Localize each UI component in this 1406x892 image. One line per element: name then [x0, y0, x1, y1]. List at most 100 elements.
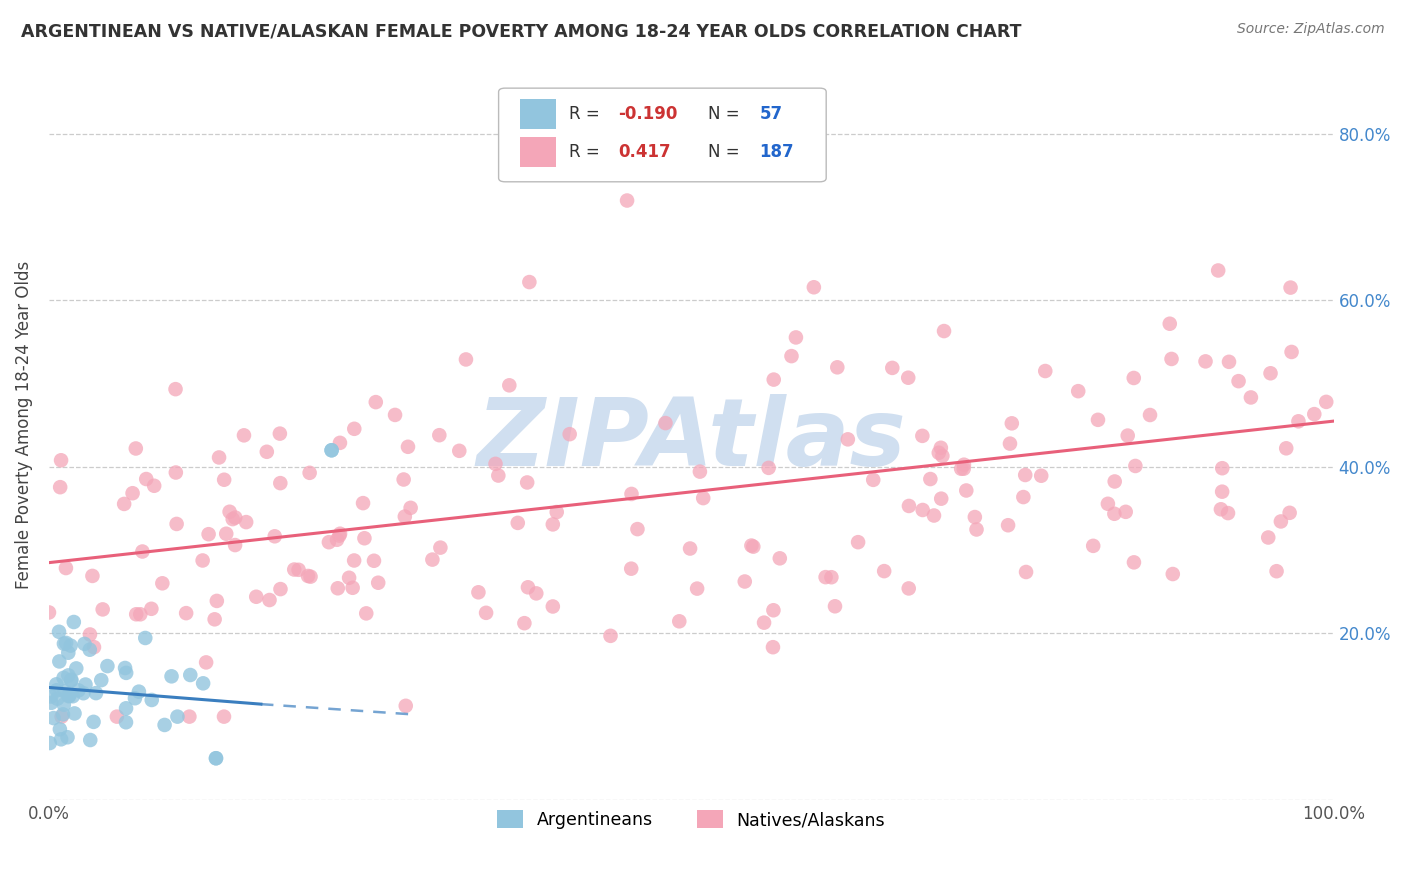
Point — [318, 535, 340, 549]
Point — [952, 461, 974, 475]
Point — [449, 443, 471, 458]
Point — [399, 500, 422, 515]
Point — [62, 615, 84, 629]
Point — [46, 691, 69, 706]
Point — [1257, 531, 1279, 545]
Point — [326, 581, 349, 595]
Point — [1125, 458, 1147, 473]
Point — [1122, 371, 1144, 385]
Point — [73, 637, 96, 651]
Point — [827, 360, 849, 375]
Point — [626, 522, 648, 536]
Point — [58, 668, 80, 682]
Point — [59, 687, 82, 701]
Point — [932, 324, 955, 338]
Point — [83, 714, 105, 729]
Point — [931, 449, 953, 463]
Point — [953, 458, 976, 472]
Point — [259, 593, 281, 607]
Point — [141, 693, 163, 707]
Point — [256, 444, 278, 458]
Point — [467, 585, 489, 599]
Point — [343, 553, 366, 567]
Point — [897, 499, 920, 513]
Point — [115, 665, 138, 680]
Point — [929, 491, 952, 506]
Point — [620, 487, 643, 501]
Point — [45, 677, 67, 691]
Point — [513, 616, 536, 631]
Point — [60, 673, 83, 688]
Point — [287, 563, 309, 577]
Point — [1097, 497, 1119, 511]
Point — [41, 696, 63, 710]
Point — [1104, 475, 1126, 489]
Point — [79, 733, 101, 747]
Point — [124, 691, 146, 706]
Text: R =: R = — [569, 105, 605, 123]
Point — [1275, 442, 1298, 456]
Point — [125, 442, 148, 456]
Point — [72, 686, 94, 700]
Point — [427, 428, 450, 442]
Point — [396, 440, 419, 454]
Y-axis label: Female Poverty Among 18-24 Year Olds: Female Poverty Among 18-24 Year Olds — [15, 261, 32, 590]
Point — [42, 711, 65, 725]
Point — [143, 479, 166, 493]
Point — [212, 473, 235, 487]
Point — [96, 659, 118, 673]
Point — [1260, 366, 1282, 380]
Point — [52, 671, 75, 685]
Point — [83, 640, 105, 655]
Point — [79, 627, 101, 641]
Point — [75, 677, 97, 691]
Point — [762, 603, 785, 617]
Point — [179, 709, 201, 723]
Point — [283, 562, 305, 576]
Point — [1139, 408, 1161, 422]
Point — [928, 446, 950, 460]
Point — [963, 510, 986, 524]
Point — [269, 582, 291, 596]
Point — [321, 443, 343, 458]
Text: ZIPAtlas: ZIPAtlas — [477, 394, 907, 486]
Point — [519, 275, 541, 289]
Point — [215, 526, 238, 541]
Point — [1031, 468, 1053, 483]
Point — [60, 673, 83, 687]
Point — [484, 457, 506, 471]
Point — [129, 607, 152, 622]
Point — [337, 571, 360, 585]
Point — [191, 676, 214, 690]
Text: Source: ZipAtlas.com: Source: ZipAtlas.com — [1237, 22, 1385, 37]
Point — [91, 602, 114, 616]
Point — [392, 473, 415, 487]
Point — [329, 526, 352, 541]
Point — [1067, 384, 1090, 399]
Bar — [520, 99, 557, 129]
Point — [62, 690, 84, 704]
Point — [135, 472, 157, 486]
Point — [862, 473, 884, 487]
Text: -0.190: -0.190 — [619, 105, 678, 123]
Point — [205, 751, 228, 765]
Point — [692, 491, 714, 505]
Point — [298, 466, 321, 480]
Point — [342, 581, 364, 595]
Point — [679, 541, 702, 556]
Point — [668, 615, 690, 629]
Point — [1211, 461, 1233, 475]
Point — [689, 465, 711, 479]
Point — [785, 330, 807, 344]
Point — [1033, 364, 1056, 378]
Point — [224, 510, 246, 524]
Point — [837, 433, 859, 447]
Point — [52, 698, 75, 712]
Point — [1159, 317, 1181, 331]
Point — [115, 715, 138, 730]
Point — [134, 631, 156, 645]
Point — [686, 582, 709, 596]
Point — [742, 540, 765, 554]
Point — [297, 569, 319, 583]
Point — [197, 527, 219, 541]
